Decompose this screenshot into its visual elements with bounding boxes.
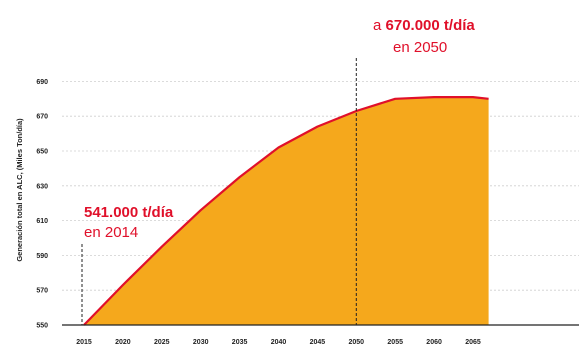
y-tick-label: 590 xyxy=(36,253,48,260)
y-tick-label: 610 xyxy=(36,218,48,225)
y-tick-label: 650 xyxy=(36,149,48,156)
x-tick-label: 2040 xyxy=(271,339,287,346)
x-tick-label: 2020 xyxy=(115,339,131,346)
y-axis-ticks: 550 570 590 610 630 650 670 690 xyxy=(36,79,48,330)
annotation-2050-value-line: a 670.000 t/día xyxy=(373,17,475,34)
area-fill xyxy=(84,97,489,325)
annotation-2050: a 670.000 t/día en 2050 xyxy=(373,17,475,56)
x-tick-label: 2025 xyxy=(154,339,170,346)
x-tick-label: 2030 xyxy=(193,339,209,346)
annotation-2014: 541.000 t/día en 2014 xyxy=(84,204,174,241)
y-tick-label: 670 xyxy=(36,114,48,121)
x-axis-ticks: 2015 2020 2025 2030 2035 2040 2045 2050 2055 2060… xyxy=(76,339,481,346)
annotation-2050-year: en 2050 xyxy=(393,39,447,56)
annotation-2014-value: 541.000 t/día xyxy=(84,204,174,221)
x-tick-label: 2015 xyxy=(76,339,92,346)
y-tick-label: 690 xyxy=(36,79,48,86)
annotation-2014-year: en 2014 xyxy=(84,224,138,241)
y-tick-label: 550 xyxy=(36,323,48,330)
x-tick-label: 2065 xyxy=(465,339,481,346)
x-tick-label: 2050 xyxy=(349,339,365,346)
y-tick-label: 630 xyxy=(36,183,48,190)
series-line xyxy=(83,96,489,326)
x-tick-label: 2055 xyxy=(387,339,403,346)
annotation-2050-prefix: a xyxy=(373,17,386,34)
y-tick-label: 570 xyxy=(36,288,48,295)
area-layer xyxy=(62,96,579,326)
x-tick-label: 2045 xyxy=(310,339,326,346)
x-tick-label: 2060 xyxy=(426,339,442,346)
y-axis-label: Generación total en ALC, (Miles Ton/día) xyxy=(15,118,24,262)
x-tick-label: 2035 xyxy=(232,339,248,346)
annotation-2050-value: 670.000 t/día xyxy=(386,17,476,34)
annotation-markers xyxy=(81,58,357,325)
